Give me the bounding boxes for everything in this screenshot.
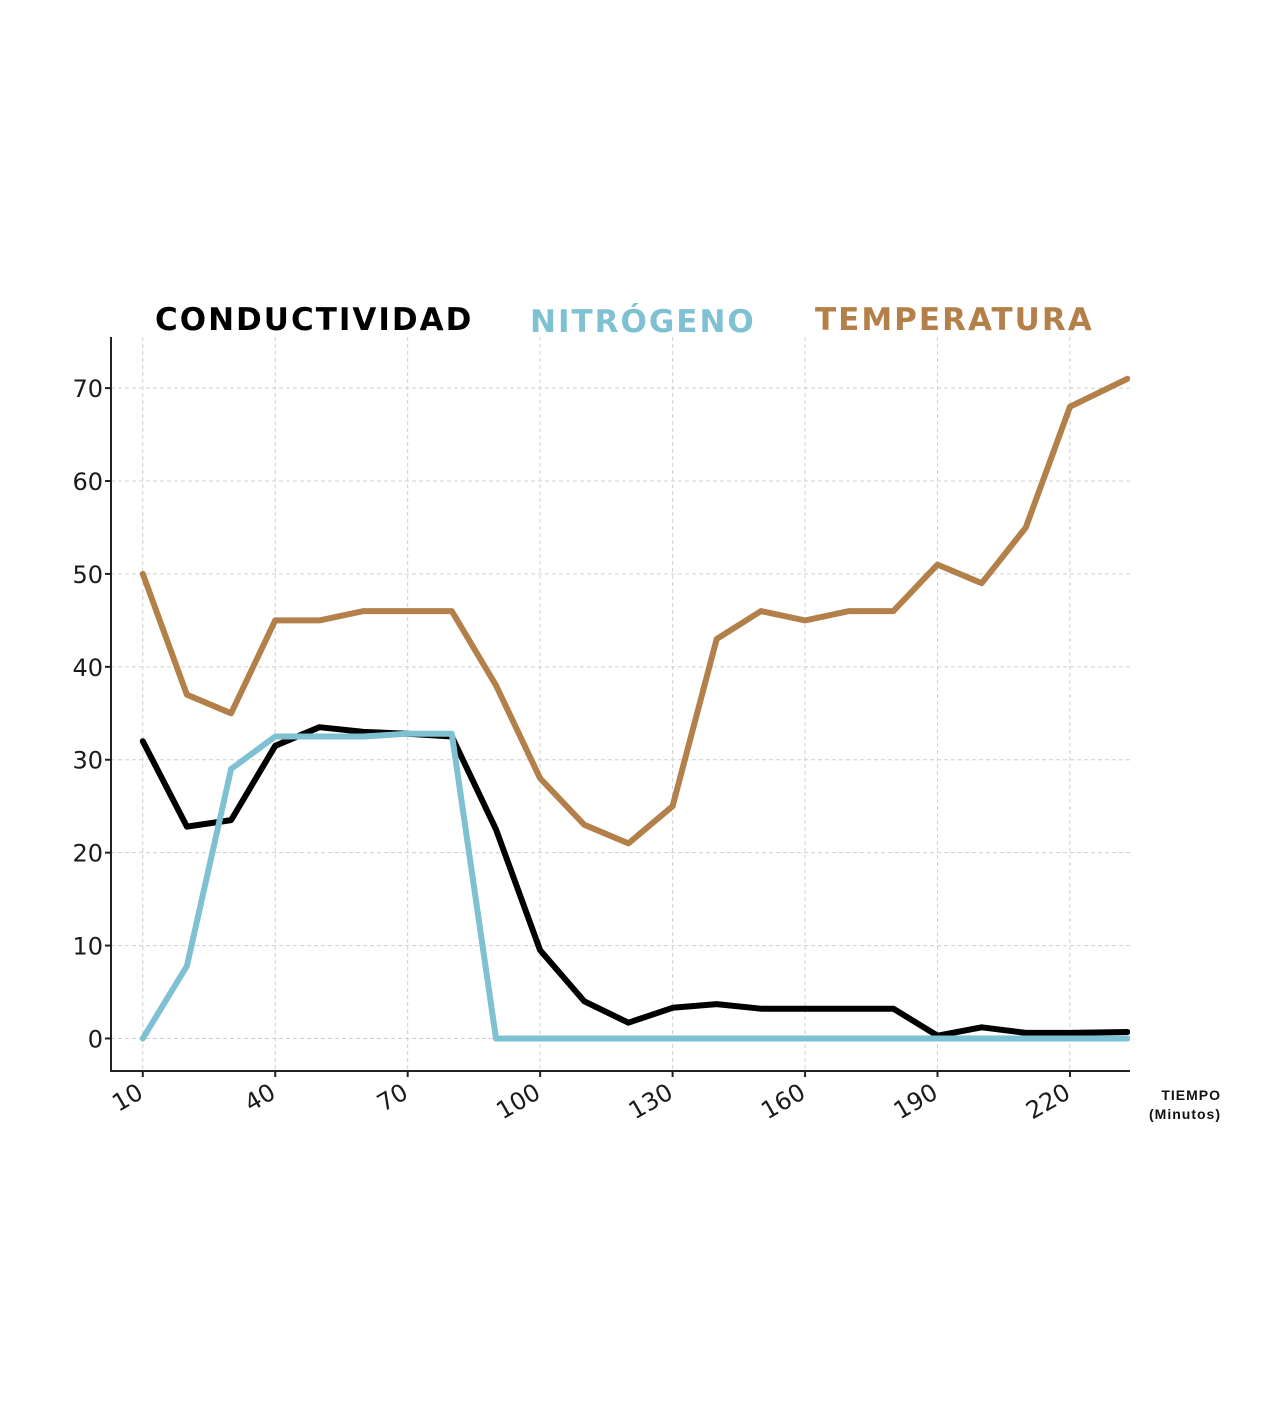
x-axis-title: TIEMPO (Minutos) [1149, 1087, 1221, 1122]
y-tick-label: 20 [72, 840, 103, 868]
x-tick-label: 220 [1021, 1078, 1075, 1125]
y-tick-label: 0 [88, 1025, 103, 1053]
y-tick-label: 10 [72, 933, 103, 961]
series-line-nitrógeno [139, 730, 1130, 1042]
y-tick-label: 70 [72, 375, 103, 403]
x-tick-label: 190 [889, 1078, 943, 1125]
series-line-conductividad [139, 724, 1130, 1039]
y-tick-label: 30 [72, 747, 103, 775]
y-tick-labels: 0 10 20 30 40 50 60 70 [72, 375, 111, 1053]
y-tick-label: 40 [72, 654, 103, 682]
legend-label-temperatura: TEMPERATURA [815, 302, 1094, 338]
legend: CONDUCTIVIDAD NITRÓGENO TEMPERATURA [155, 302, 1094, 340]
legend-label-nitrogeno: NITRÓGENO [530, 303, 756, 340]
x-tick-label: 160 [756, 1078, 810, 1125]
axes [110, 337, 1130, 1072]
legend-label-conductividad: CONDUCTIVIDAD [155, 302, 473, 338]
y-tick-label: 50 [72, 561, 103, 589]
x-tick-label: 130 [624, 1078, 678, 1125]
series-line-temperatura [139, 375, 1130, 847]
x-axis-title-line-2: (Minutos) [1149, 1106, 1221, 1122]
y-tick-label: 60 [72, 468, 103, 496]
series-lines [139, 375, 1130, 1042]
x-tick-labels: 10 40 70 100 130 160 190 220 [107, 1071, 1075, 1125]
x-tick-label: 40 [240, 1078, 280, 1118]
grid [111, 337, 1130, 1071]
x-tick-label: 100 [491, 1078, 545, 1125]
x-axis-title-line-1: TIEMPO [1161, 1087, 1221, 1103]
x-tick-label: 10 [107, 1078, 147, 1118]
x-tick-label: 70 [372, 1078, 412, 1118]
